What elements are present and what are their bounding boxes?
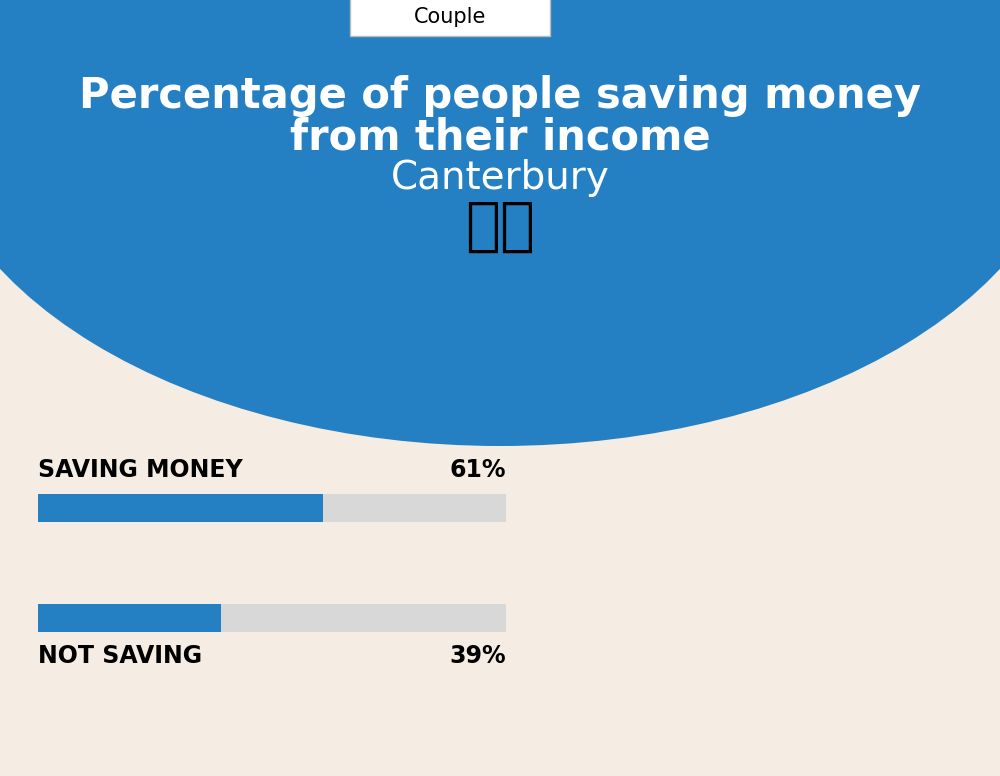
Text: Couple: Couple — [414, 7, 486, 27]
Text: from their income: from their income — [290, 117, 710, 159]
Text: 61%: 61% — [450, 458, 506, 482]
FancyBboxPatch shape — [350, 0, 550, 36]
Text: SAVING MONEY: SAVING MONEY — [38, 458, 243, 482]
Text: Canterbury: Canterbury — [391, 159, 609, 197]
Ellipse shape — [0, 0, 1000, 446]
FancyBboxPatch shape — [38, 604, 506, 632]
FancyBboxPatch shape — [38, 494, 506, 522]
Text: 🇬🇧: 🇬🇧 — [465, 198, 535, 255]
FancyBboxPatch shape — [38, 604, 221, 632]
Text: NOT SAVING: NOT SAVING — [38, 644, 202, 668]
Text: Percentage of people saving money: Percentage of people saving money — [79, 75, 921, 117]
Text: 39%: 39% — [449, 644, 506, 668]
FancyBboxPatch shape — [38, 494, 323, 522]
